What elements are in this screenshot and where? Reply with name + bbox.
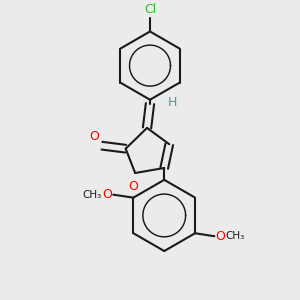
Text: CH₃: CH₃: [83, 190, 102, 200]
Text: O: O: [128, 179, 138, 193]
Text: H: H: [168, 96, 177, 109]
Text: O: O: [102, 188, 112, 201]
Text: CH₃: CH₃: [226, 231, 245, 241]
Text: O: O: [89, 130, 99, 143]
Text: O: O: [215, 230, 225, 243]
Text: Cl: Cl: [144, 3, 156, 16]
